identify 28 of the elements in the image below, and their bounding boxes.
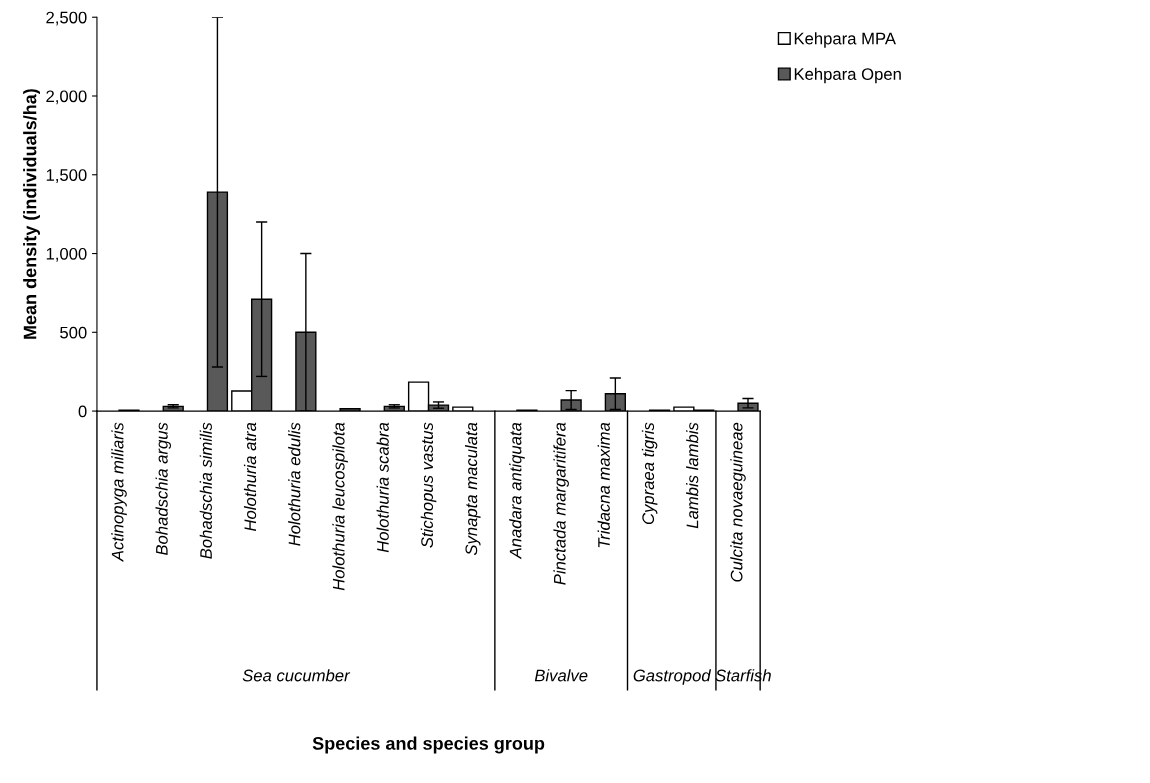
legend-label: Kehpara MPA <box>794 32 896 48</box>
y-tick-label: 1,500 <box>46 169 87 183</box>
x-tick-label: Anadara antiquata <box>509 422 525 560</box>
x-tick-label: Holothuria edulis <box>288 422 301 546</box>
x-tick-label: Bohadschia argus <box>155 422 172 556</box>
text: Sea cucumber <box>242 669 351 682</box>
x-tick-label: Synapta maculata <box>464 422 481 556</box>
x-tick-label: Holothuria atra <box>243 422 257 531</box>
x-tick-label: Cypraea tigris <box>641 422 658 525</box>
y-tick-label: 1,000 <box>46 247 87 262</box>
y-axis-title: Mean density (individuals/ha) <box>23 89 40 339</box>
y-tick-label: 2,500 <box>46 11 87 26</box>
text: Bivalve <box>534 669 588 682</box>
x-tick-label: Stichopus vastus <box>420 422 437 548</box>
x-tick-label: Culcita novaeguineae <box>730 422 746 582</box>
x-tick-label: Lambis lambis <box>686 422 699 529</box>
x-tick-label: Holothuria scabra <box>376 422 389 553</box>
x-tick-label: Bohadschia similis <box>199 422 212 559</box>
y-tick-label: 2,000 <box>46 90 87 105</box>
y-tick-label: 0 <box>78 405 87 418</box>
x-tick-label: Tridacna maxima <box>597 422 610 548</box>
text: Species and species group <box>312 736 545 754</box>
x-tick-label: Holothuria leucospilota <box>332 422 348 591</box>
x-tick-label: Pinctada margaritifera <box>553 422 569 585</box>
legend-label: Kehpara Open <box>794 67 901 84</box>
y-tick-label: 500 <box>60 326 87 339</box>
text: Gastropod <box>633 669 712 685</box>
x-tick-label: Actinopyga miliaris <box>111 422 127 562</box>
